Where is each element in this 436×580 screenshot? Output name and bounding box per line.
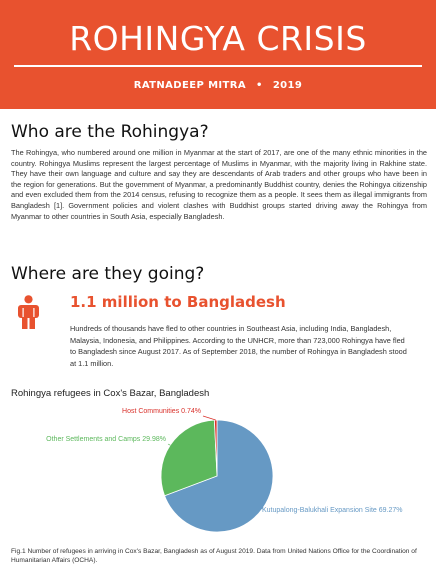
section-heading-where: Where are they going?: [11, 264, 205, 284]
pie-slice-label: Kutupalong-Balukhali Expansion Site 69.2…: [262, 507, 403, 514]
pie-slice-label: Host Communities 0.74%: [122, 408, 201, 415]
figure-caption: Fig.1 Number of refugees in arriving in …: [11, 548, 417, 565]
byline: RATNADEEP MITRA • 2019: [0, 80, 436, 91]
pie-slice: [160, 419, 218, 497]
pie-leader-line: [202, 415, 216, 421]
byline-separator: •: [256, 80, 263, 91]
pie-chart: Kutupalong-Balukhali Expansion Site 69.2…: [46, 408, 403, 533]
section-body-who: The Rohingya, who numbered around one mi…: [11, 148, 427, 221]
author-name: RATNADEEP MITRA: [133, 80, 247, 91]
header-divider: [14, 65, 422, 67]
section-body-where: Hundreds of thousands have fled to other…: [70, 324, 407, 368]
pie-slice: [164, 419, 274, 533]
chart-title: Rohingya refugees in Cox's Bazar, Bangla…: [11, 388, 210, 399]
page-title: ROHINGYA CRISIS: [69, 19, 367, 58]
pie-slice-label: Other Settlements and Camps 29.98%: [46, 436, 166, 443]
pie-leader-line: [258, 507, 264, 511]
pie-leader-line: [167, 443, 171, 446]
stat-headline: 1.1 million to Bangladesh: [70, 293, 286, 311]
pie-slice: [213, 419, 218, 477]
section-heading-who: Who are the Rohingya?: [11, 122, 209, 142]
person-icon: [18, 295, 39, 329]
header-banner: ROHINGYA CRISIS RATNADEEP MITRA • 2019: [0, 0, 436, 109]
publication-year: 2019: [272, 80, 303, 91]
